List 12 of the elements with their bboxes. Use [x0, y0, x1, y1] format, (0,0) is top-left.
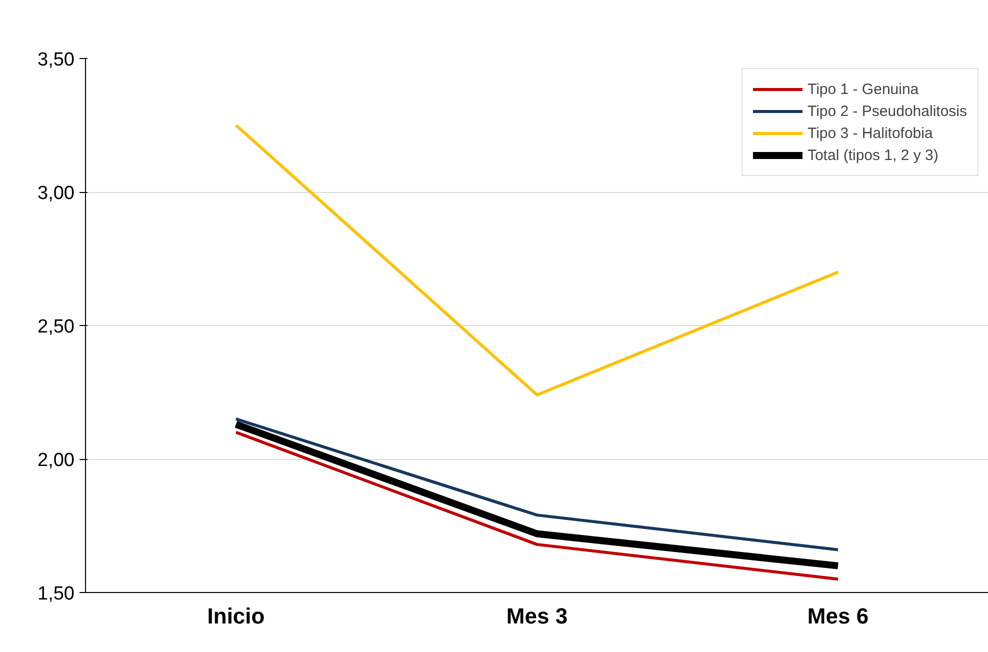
y-tick-label: 3,50: [38, 50, 75, 70]
legend-label: Tipo 3 - Halitofobia: [807, 124, 933, 142]
y-tick-label: 1,50: [38, 584, 75, 604]
y-tick-label: 2,50: [38, 316, 75, 338]
x-tick-label: Mes 6: [807, 604, 869, 628]
legend-label: Total (tipos 1, 2 y 3): [807, 146, 938, 164]
y-tick-label: 2,00: [38, 450, 75, 471]
y-tick-label: 3,00: [38, 183, 75, 204]
legend-label: Tipo 2 - Pseudohalitosis: [807, 102, 967, 120]
x-tick-label: Mes 3: [506, 604, 568, 628]
x-tick-label: Inicio: [207, 604, 265, 628]
legend-label: Tipo 1 - Genuina: [807, 80, 919, 98]
